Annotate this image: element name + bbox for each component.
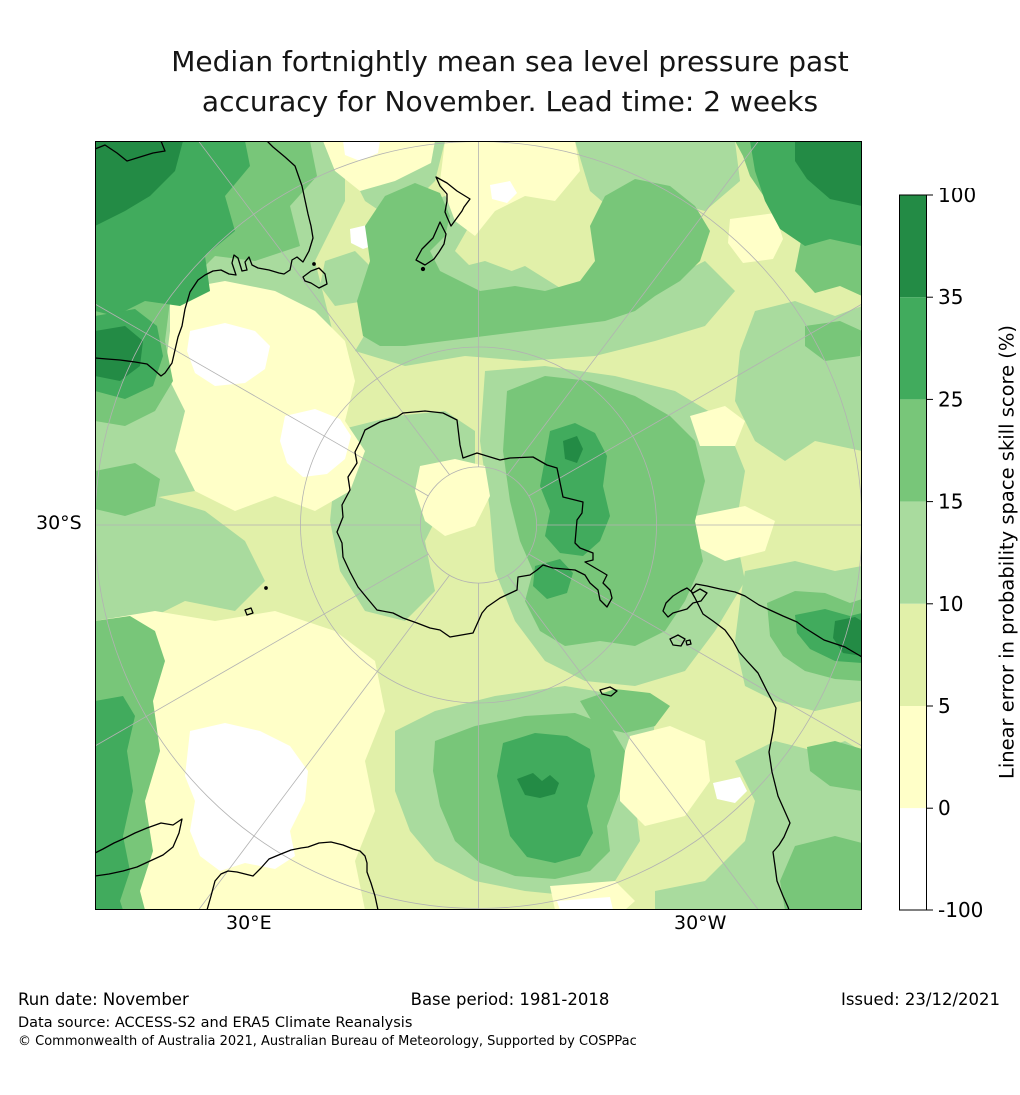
map-frame (95, 141, 862, 910)
chart-title-line2: accuracy for November. Lead time: 2 week… (201, 85, 819, 118)
cbar-tick-0: 0 (938, 796, 951, 820)
coastlines (94, 140, 863, 911)
issued-label: Issued: 23/12/2021 (840, 990, 1000, 1009)
axis-label-30E: 30°E (226, 912, 272, 934)
coast-africa (206, 841, 379, 911)
coast-tierra-del-fuego (662, 587, 708, 618)
axis-label-30W: 30°W (674, 912, 727, 934)
cbar-tick-neg100: -100 (938, 898, 983, 922)
coast-australia (94, 140, 314, 377)
coast-antarctica (336, 410, 613, 638)
map-svg (94, 140, 863, 911)
cbar-tick-35: 35 (938, 285, 963, 309)
cbar-tick-25: 25 (938, 387, 963, 411)
island-bass-strait (312, 262, 316, 266)
coast-tasmania (302, 267, 328, 289)
cbar-seg-5-10 (899, 603, 927, 706)
coast-falkland-islands (669, 634, 692, 647)
coast-nz-north-island (435, 176, 471, 227)
cbar-seg-35-100 (899, 195, 927, 298)
colorbar-segments (899, 195, 927, 910)
base-period-label: Base period: 1981-2018 (410, 990, 610, 1009)
island-heard (264, 586, 268, 590)
colorbar-axis-label: Linear error in probability space skill … (995, 324, 1019, 780)
coast-kerguelen (244, 607, 254, 616)
coast-nz-south-island (415, 221, 447, 266)
coast-madagascar (94, 818, 183, 877)
cbar-seg-15-25 (899, 399, 927, 502)
coast-south-georgia (599, 686, 618, 697)
colorbar-svg: 100 35 25 15 10 5 0 -100 (899, 183, 983, 922)
coast-south-america (690, 583, 863, 911)
cbar-tick-15: 15 (938, 490, 963, 514)
cbar-tick-10: 10 (938, 592, 963, 616)
cbar-seg-0-5 (899, 706, 927, 809)
colorbar: 100 35 25 15 10 5 0 -100 (899, 183, 999, 932)
run-date-label: Run date: November (18, 990, 189, 1009)
chart-title-line1: Median fortnightly mean sea level pressu… (171, 45, 849, 78)
colorbar-ticks (899, 194, 933, 911)
cbar-seg-25-35 (899, 297, 927, 400)
chart-title: Median fortnightly mean sea level pressu… (0, 42, 1020, 122)
colorbar-tick-labels: 100 35 25 15 10 5 0 -100 (938, 183, 983, 922)
contour-band-35-100 (95, 141, 862, 798)
copyright-label: © Commonwealth of Australia 2021, Austra… (18, 1034, 637, 1049)
cbar-seg-10-15 (899, 501, 927, 604)
cbar-tick-100: 100 (938, 188, 976, 207)
cbar-seg-neg (899, 808, 927, 910)
map-panel (94, 140, 863, 911)
cbar-tick-5: 5 (938, 694, 951, 718)
data-source-label: Data source: ACCESS-S2 and ERA5 Climate … (18, 1015, 413, 1031)
island-stewart (420, 266, 426, 272)
axis-label-30S: 30°S (36, 512, 82, 534)
